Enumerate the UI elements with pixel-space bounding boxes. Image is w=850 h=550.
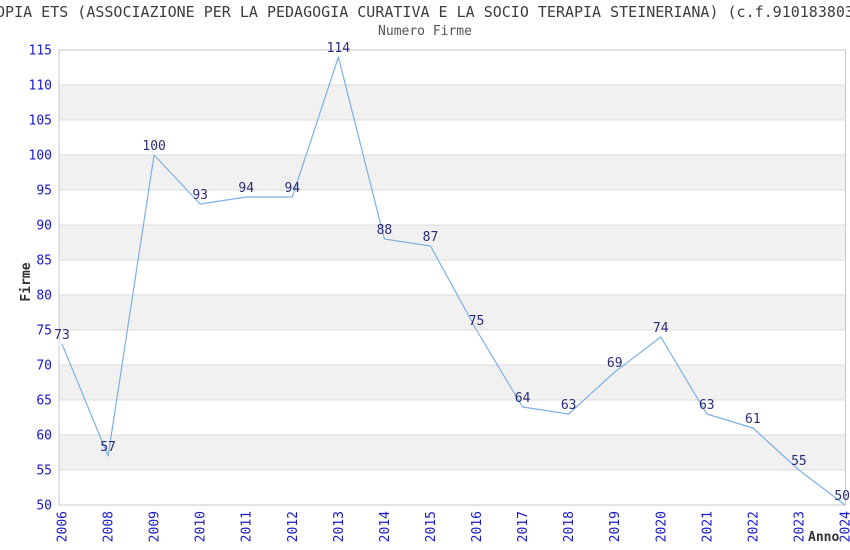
x-tick-label: 2006 [56,511,71,542]
y-tick-label: 115 [29,44,52,59]
data-label: 93 [192,188,208,203]
y-tick-label: 55 [36,464,52,479]
grid-band [59,85,846,120]
grid-band [59,295,846,330]
data-label: 61 [745,412,761,427]
x-tick-label: 2022 [746,511,761,542]
data-label: 63 [561,398,577,413]
x-tick-label: 2023 [792,511,807,542]
plot-border [58,49,846,506]
data-label: 64 [515,391,531,406]
data-label: 50 [834,489,850,504]
x-tick-label: 2021 [700,511,715,542]
y-tick-label: 50 [36,499,52,514]
x-tick-label: 2011 [240,511,255,542]
x-tick-label: 2017 [516,511,531,542]
y-tick-label: 75 [36,324,52,339]
y-tick-label: 85 [36,254,52,269]
y-tick-label: 110 [29,79,52,94]
x-tick-label: 2013 [332,511,347,542]
y-tick-label: 100 [29,149,52,164]
x-tick-label: 2008 [102,511,117,542]
data-label: 69 [607,356,623,371]
x-tick-label: 2012 [286,511,301,542]
grid-band [59,365,846,400]
grid-band [59,225,846,260]
data-label: 114 [327,41,351,56]
y-tick-label: 105 [29,114,52,129]
data-label: 63 [699,398,715,413]
x-tick-label: 2020 [654,511,669,542]
x-tick-label: 2010 [194,511,209,542]
grid-band [59,155,846,190]
chart-subtitle: Numero Firme [378,24,472,39]
series-line-firme [61,56,846,506]
x-tick-label: 2009 [148,511,163,542]
data-label: 73 [54,328,70,343]
data-label: 100 [142,139,165,154]
x-tick-label: 2015 [424,511,439,542]
data-label: 74 [653,321,669,336]
x-tick-label: 2019 [608,511,623,542]
y-tick-label: 80 [36,289,52,304]
data-label: 57 [100,440,116,455]
x-axis-title: Anno [808,530,840,545]
data-label: 94 [238,181,254,196]
x-tick-label: 2024 [839,511,850,542]
y-tick-label: 90 [36,219,52,234]
x-tick-label: 2018 [562,511,577,542]
y-tick-label: 95 [36,184,52,199]
data-label: 55 [791,454,807,469]
data-label: 87 [423,230,439,245]
chart-title: OPIA ETS (ASSOCIAZIONE PER LA PEDAGOGIA … [0,3,850,21]
x-tick-label: 2016 [470,511,485,542]
y-tick-label: 70 [36,359,52,374]
x-tick-label: 2014 [378,511,393,542]
y-tick-label: 65 [36,394,52,409]
data-label: 94 [284,181,300,196]
data-label: 88 [377,223,393,238]
data-label: 75 [469,314,485,329]
grid-band [59,435,846,470]
y-tick-label: 60 [36,429,52,444]
